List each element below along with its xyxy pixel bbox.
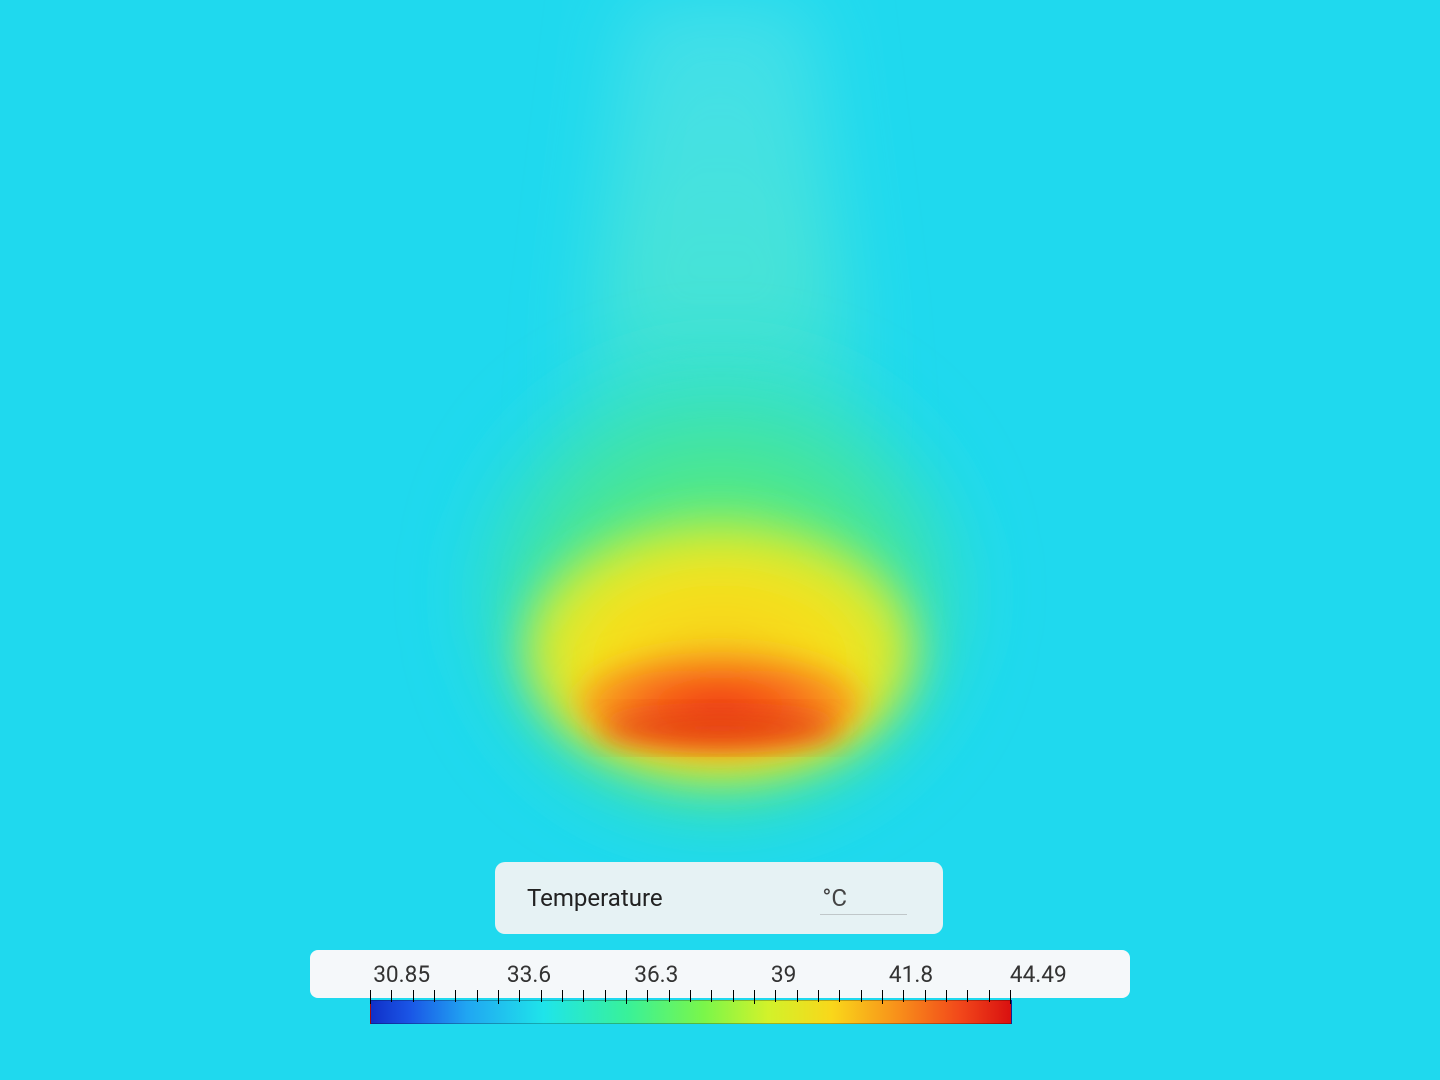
scale-tick-label: 39 <box>720 961 847 988</box>
legend-ticks <box>370 990 1010 1002</box>
scale-tick-label: 44.49 <box>975 961 1102 988</box>
scale-tick-label: 36.3 <box>593 961 720 988</box>
legend-unit: °C <box>820 882 907 915</box>
scale-tick-label: 41.8 <box>847 961 974 988</box>
legend-colorbar <box>370 1000 1012 1024</box>
scale-tick-label: 30.85 <box>338 961 465 988</box>
legend-title: Temperature <box>527 884 663 912</box>
legend-panel: Temperature °C <box>495 862 943 934</box>
scale-tick-label: 33.6 <box>465 961 592 988</box>
